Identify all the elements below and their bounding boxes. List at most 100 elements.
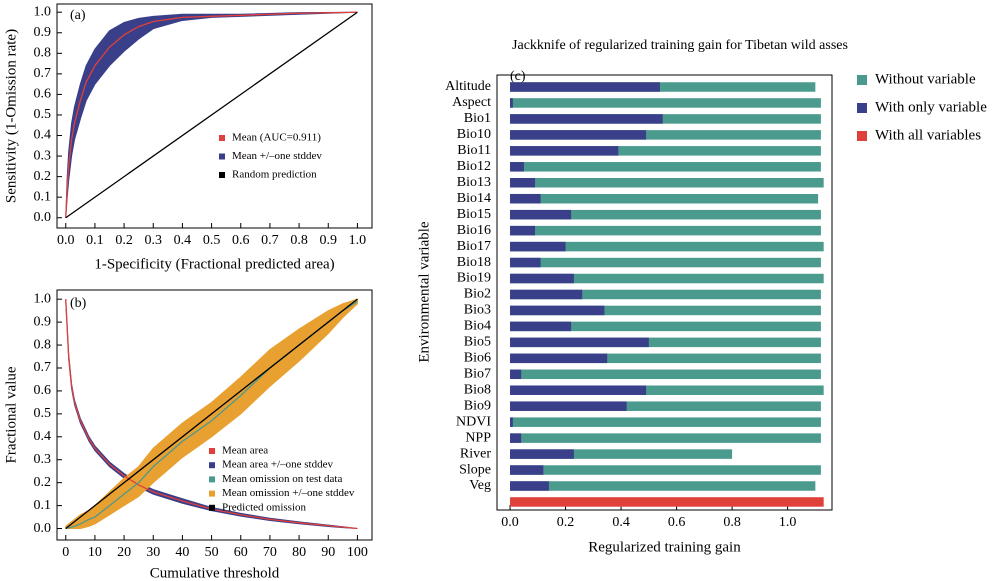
legend-swatch xyxy=(219,135,225,141)
x-tick-label: 80 xyxy=(292,545,306,560)
bar xyxy=(510,289,583,300)
x-tick-label: 0.6 xyxy=(232,233,250,248)
y-tick-label: 1.0 xyxy=(34,4,52,19)
x-tick-label: 0.0 xyxy=(501,515,519,530)
plot-frame xyxy=(56,3,373,229)
y-tick-label: 0.2 xyxy=(34,169,52,184)
bar xyxy=(510,178,536,188)
y-axis-title: Environmental variable xyxy=(416,221,432,363)
bar xyxy=(510,114,821,124)
legend-label: With all variables xyxy=(875,127,981,143)
y-tick-label: 0.6 xyxy=(34,87,52,102)
y-tick-label: Bio16 xyxy=(457,223,491,238)
y-tick-label: Bio19 xyxy=(457,271,491,286)
legend-label: Predicted omission xyxy=(222,501,307,513)
bar xyxy=(510,433,821,443)
legend-label: Mean area xyxy=(222,445,268,457)
legend-swatch xyxy=(209,462,215,469)
x-tick-label: 60 xyxy=(234,545,248,560)
y-tick-label: Bio15 xyxy=(457,207,491,222)
legend-label: Mean +/–one stddev xyxy=(232,150,322,162)
y-tick-label: 0.3 xyxy=(34,148,52,163)
legend-swatch xyxy=(857,131,867,141)
y-tick-label: Bio1 xyxy=(464,111,491,126)
x-tick-label: 0.2 xyxy=(557,515,575,530)
bar xyxy=(510,273,574,284)
x-tick-label: 1.0 xyxy=(349,233,367,248)
bar xyxy=(510,257,821,268)
y-tick-label: 0.1 xyxy=(34,498,52,513)
y-tick-label: 0.9 xyxy=(34,314,52,329)
bar xyxy=(510,178,824,188)
bar xyxy=(510,497,824,507)
x-tick-label: 0.2 xyxy=(115,233,133,248)
y-tick-label: 0.8 xyxy=(34,46,52,61)
y-axis-title: Sensitivity (1-Omission rate) xyxy=(3,29,19,203)
bar xyxy=(510,481,816,491)
legend-label: Mean omission +/–one stddev xyxy=(222,487,355,499)
y-tick-label: 0.2 xyxy=(34,475,52,490)
bar xyxy=(510,114,663,124)
y-tick-label: 0.4 xyxy=(34,128,52,143)
y-tick-label: 0.6 xyxy=(34,383,52,398)
panel-label: (b) xyxy=(70,296,87,311)
x-tick-label: 0.7 xyxy=(261,233,279,248)
legend-swatch xyxy=(857,103,867,113)
y-tick-label: Veg xyxy=(469,478,491,493)
x-tick-label: 90 xyxy=(321,545,335,560)
y-tick-label: Slope xyxy=(459,462,491,477)
legend-label: Mean (AUC=0.911) xyxy=(232,132,321,144)
bar xyxy=(510,337,649,348)
y-tick-label: NPP xyxy=(465,430,491,445)
bar xyxy=(510,481,549,491)
y-tick-label: Altitude xyxy=(445,79,491,94)
x-tick-label: 0.3 xyxy=(145,233,163,248)
y-tick-label: Bio9 xyxy=(464,398,491,413)
bar xyxy=(510,353,821,364)
bar xyxy=(510,385,647,395)
line xyxy=(65,11,358,218)
x-tick-label: 0.1 xyxy=(86,233,104,248)
y-tick-label: 0.1 xyxy=(34,189,52,204)
bar xyxy=(510,449,733,459)
x-axis-title: Cumulative threshold xyxy=(150,565,280,581)
x-axis-title: Regularized training gain xyxy=(588,539,741,555)
y-tick-label: Bio6 xyxy=(464,351,491,366)
x-tick-label: 0.4 xyxy=(612,515,630,530)
panel-label: (a) xyxy=(70,8,86,23)
legend-swatch xyxy=(209,490,215,497)
chart-title: Jackknife of regularized training gain f… xyxy=(512,38,848,53)
bar xyxy=(510,241,824,252)
x-tick-label: 100 xyxy=(347,545,368,560)
bar xyxy=(510,273,824,284)
bar xyxy=(510,257,541,268)
x-tick-label: 0.8 xyxy=(723,515,741,530)
x-tick-label: 0.6 xyxy=(668,515,686,530)
bar xyxy=(510,417,513,427)
bar xyxy=(510,225,536,236)
y-tick-label: River xyxy=(460,446,491,461)
x-tick-label: 0.8 xyxy=(290,233,308,248)
y-tick-label: Bio12 xyxy=(457,159,491,174)
bar xyxy=(510,130,647,140)
bar xyxy=(510,130,821,140)
bar xyxy=(510,289,821,300)
bar xyxy=(510,321,572,332)
bar xyxy=(510,305,821,316)
bar xyxy=(510,433,522,443)
y-tick-label: 0.3 xyxy=(34,452,52,467)
bar xyxy=(510,146,619,156)
y-tick-label: Bio13 xyxy=(457,175,491,190)
y-tick-label: 0.0 xyxy=(34,210,52,225)
legend-swatch xyxy=(857,75,867,85)
y-tick-label: Bio14 xyxy=(457,191,491,206)
panel-label: (c) xyxy=(510,69,526,84)
x-tick-label: 40 xyxy=(175,545,189,560)
y-tick-label: 0.0 xyxy=(34,521,52,536)
x-tick-label: 20 xyxy=(117,545,131,560)
x-tick-label: 50 xyxy=(205,545,219,560)
x-tick-label: 0.0 xyxy=(57,233,75,248)
bar xyxy=(510,162,524,172)
legend-swatch xyxy=(209,448,215,454)
bar xyxy=(510,209,821,220)
